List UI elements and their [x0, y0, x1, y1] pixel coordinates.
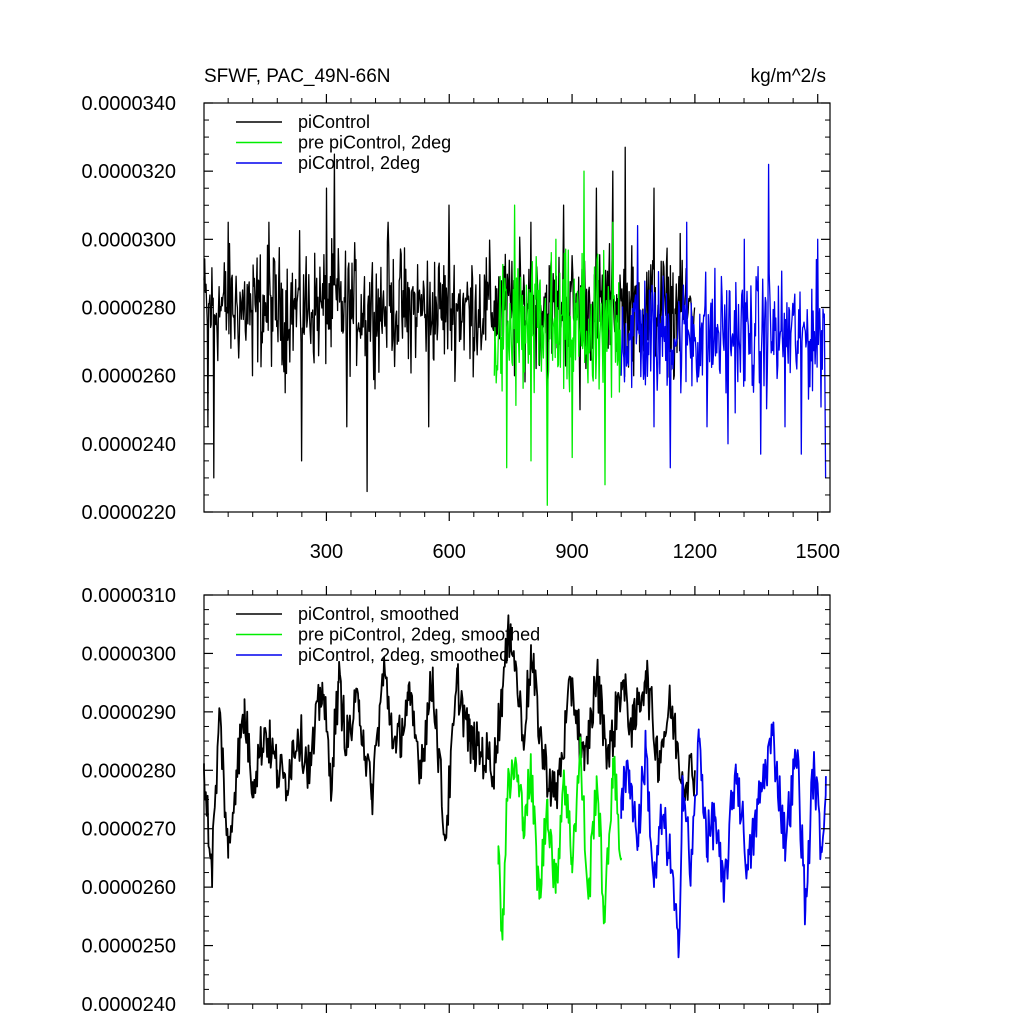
- y-tick-label: 0.0000340: [81, 93, 176, 115]
- series-line: [493, 170, 622, 506]
- legend-label: pre piControl, 2deg, smoothed: [298, 625, 540, 645]
- top-series-group: [203, 146, 827, 506]
- series-line: [620, 721, 827, 959]
- x-tick-label: 1200: [673, 541, 718, 563]
- y-tick-label: 0.0000220: [81, 502, 176, 524]
- top-chart-panel: SFWF, PAC_49N-66N kg/m^2/s 0.00002200.00…: [81, 66, 840, 563]
- y-tick-label: 0.0000260: [81, 877, 176, 899]
- chart-title: SFWF, PAC_49N-66N: [204, 66, 391, 87]
- bottom-ticks-group: 0.0000240 0.0000250 0.0000260 0.0000270 0.00…: [81, 585, 830, 1016]
- units-label: kg/m^2/s: [751, 66, 826, 87]
- y-tick-label: 0.0000310: [81, 585, 176, 607]
- series-line: [497, 736, 623, 941]
- x-tick-label: 900: [555, 541, 588, 563]
- top-ticks-group: 0.0000220 0.0000240 0.0000260 0.0000280 0.00…: [81, 93, 840, 563]
- y-tick-label: 0.0000240: [81, 434, 176, 456]
- y-tick-label: 0.0000280: [81, 298, 176, 320]
- bottom-series-group: [203, 614, 827, 959]
- y-tick-label: 0.0000300: [81, 643, 176, 665]
- series-line: [203, 614, 696, 888]
- x-tick-label: 1500: [795, 541, 840, 563]
- y-tick-label: 0.0000300: [81, 229, 176, 251]
- legend-label: piControl: [298, 112, 370, 132]
- y-tick-label: 0.0000250: [81, 936, 176, 958]
- y-tick-label: 0.0000320: [81, 161, 176, 183]
- y-tick-label: 0.0000290: [81, 702, 176, 724]
- legend-label: piControl, 2deg, smoothed: [298, 645, 509, 665]
- y-tick-label: 0.0000270: [81, 819, 176, 841]
- legend-label: piControl, smoothed: [298, 604, 459, 624]
- bottom-chart-panel: 0.0000240 0.0000250 0.0000260 0.0000270 0.00…: [81, 585, 831, 1016]
- y-tick-label: 0.0000280: [81, 760, 176, 782]
- x-tick-label: 600: [433, 541, 466, 563]
- legend-label: pre piControl, 2deg: [298, 133, 451, 153]
- y-tick-label: 0.0000260: [81, 366, 176, 388]
- y-tick-label: 0.0000240: [81, 994, 176, 1016]
- series-line: [203, 146, 696, 493]
- series-line: [620, 163, 827, 478]
- x-tick-label: 300: [310, 541, 343, 563]
- legend-label: piControl, 2deg: [298, 153, 420, 173]
